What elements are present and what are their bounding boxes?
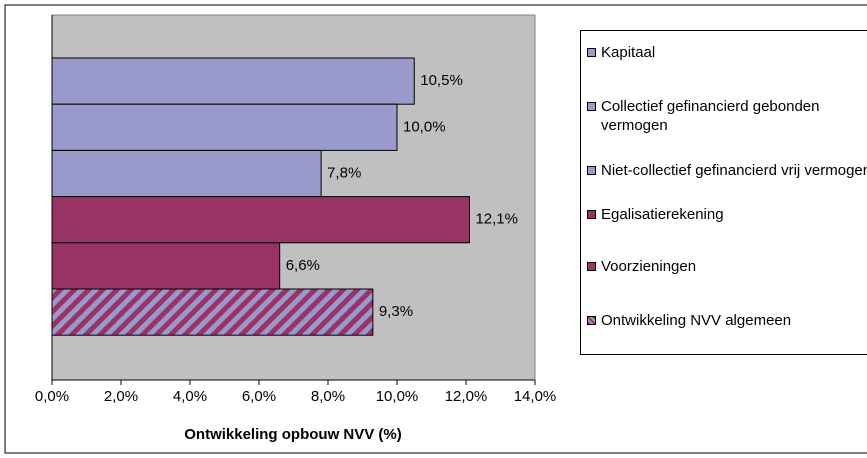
value-label: 9,3%	[379, 303, 413, 320]
x-tick-label: 4,0%	[173, 388, 207, 405]
legend-swatch	[587, 316, 596, 325]
bar	[51, 149, 322, 198]
legend: Kapitaal Collectief gefinancierd gebonden…	[580, 30, 867, 355]
value-label: 10,5%	[420, 72, 463, 89]
legend-item: Voorzieningen	[587, 257, 867, 276]
legend-item: Egalisatierekening	[587, 205, 867, 224]
legend-swatch	[587, 102, 596, 111]
legend-swatch	[587, 166, 596, 175]
bar	[51, 57, 415, 105]
legend-label: Collectief gefinancierd gebonden vermoge…	[601, 98, 820, 134]
x-tick-label: 2,0%	[104, 388, 138, 405]
legend-label: Kapitaal	[601, 44, 656, 61]
legend-label: Voorzieningen	[601, 258, 697, 275]
value-label: 6,6%	[286, 257, 320, 274]
x-tick-label: 12,0%	[445, 388, 488, 405]
bar	[51, 196, 470, 244]
legend-swatch	[587, 210, 596, 219]
legend-item: Ontwikkeling NVV algemeen	[587, 311, 867, 330]
x-tick-label: 0,0%	[35, 388, 69, 405]
bar	[51, 288, 374, 336]
value-label: 12,1%	[475, 211, 518, 228]
x-tick-label: 10,0%	[376, 388, 419, 405]
legend-swatch	[587, 48, 596, 57]
legend-item: Collectief gefinancierd gebonden vermoge…	[587, 97, 867, 135]
legend-swatch	[587, 262, 596, 271]
value-label: 10,0%	[403, 118, 446, 135]
legend-item: Niet-collectief gefinancierd vrij vermog…	[587, 161, 867, 180]
legend-label: Ontwikkeling NVV algemeen	[601, 312, 792, 329]
x-tick-label: 8,0%	[311, 388, 345, 405]
legend-item: Kapitaal	[587, 43, 867, 62]
bar	[51, 242, 281, 290]
x-axis-title: Ontwikkeling opbouw NVV (%)	[184, 426, 402, 443]
bar	[51, 103, 398, 151]
x-tick-label: 6,0%	[242, 388, 276, 405]
legend-label: Niet-collectief gefinancierd vrij vermog…	[601, 162, 867, 179]
value-label: 7,8%	[327, 164, 361, 181]
legend-label: Egalisatierekening	[601, 206, 724, 223]
x-tick-label: 14,0%	[514, 388, 557, 405]
